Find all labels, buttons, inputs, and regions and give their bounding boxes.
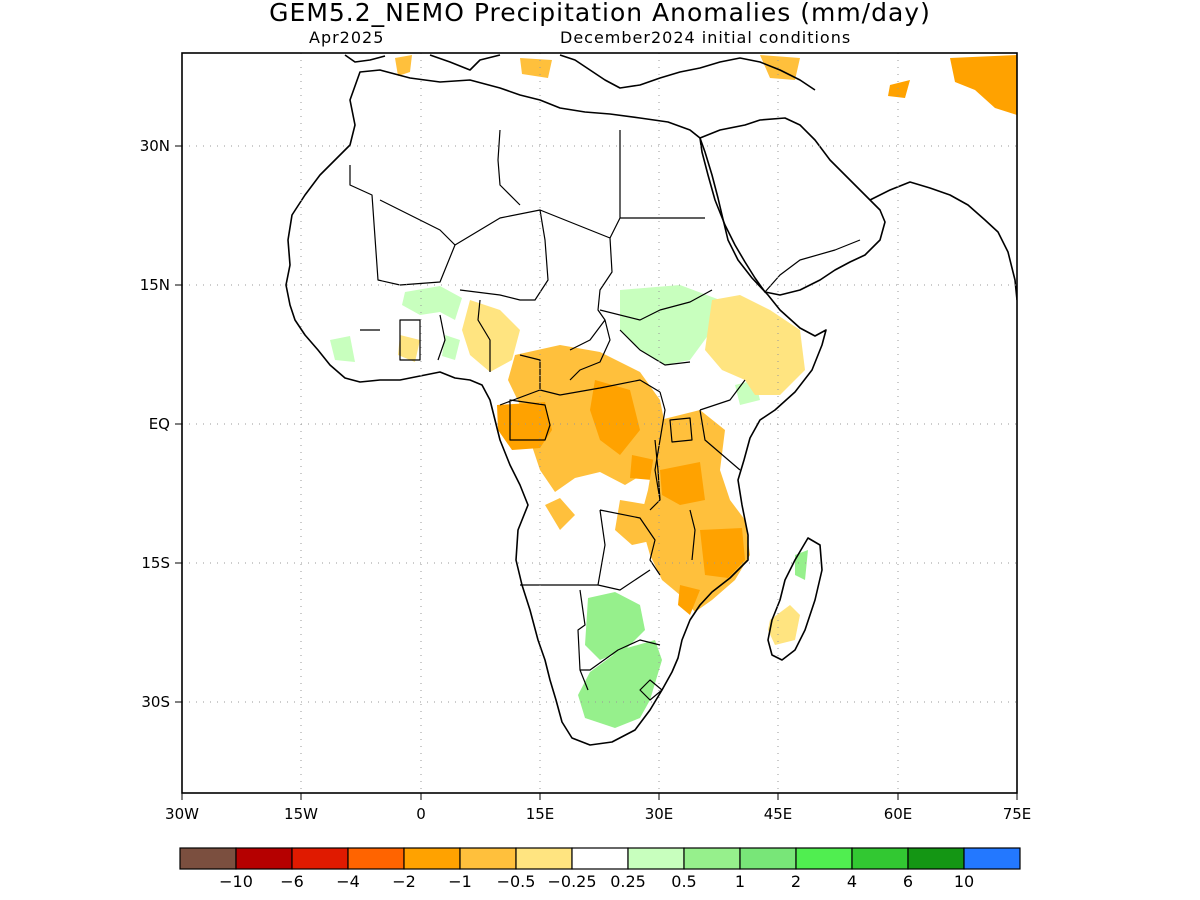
colorbar-label: −2 (392, 872, 416, 891)
y-tick-label: 30S (141, 693, 170, 711)
x-axis-labels: 30W 15W 0 15E 30E 45E 60E 75E (165, 805, 1031, 823)
y-tick-label: 15S (141, 554, 170, 572)
colorbar-swatch (739, 847, 797, 870)
colorbar-swatch (795, 847, 853, 870)
colorbar-swatch (179, 847, 237, 870)
colorbar-label: 2 (791, 872, 801, 891)
colorbar-label: −0.25 (547, 872, 596, 891)
colorbar-swatch (907, 847, 965, 870)
colorbar-swatch (963, 847, 1021, 870)
colorbar-label: 0.5 (671, 872, 696, 891)
colorbar-swatch (683, 847, 741, 870)
colorbar-label: −6 (280, 872, 304, 891)
colorbar-swatch (291, 847, 349, 870)
colorbar-label: 1 (735, 872, 745, 891)
europe-coastline (344, 54, 816, 91)
madagascar-coastline (767, 537, 823, 661)
colorbar-label: −10 (219, 872, 253, 891)
iran-orange (888, 55, 1017, 115)
gridlines (182, 53, 1017, 793)
arabia-coastline (699, 117, 886, 296)
y-tick-label: EQ (149, 415, 170, 433)
colorbar: −10 −6 −4 −2 −1 −0.5 −0.25 0.25 0.5 1 2 4 6 10 (179, 847, 1021, 891)
colorbar-label: 0.25 (610, 872, 646, 891)
nile-lake-outlines (654, 417, 696, 561)
west-sahel-green (330, 286, 462, 362)
ethiopia-yellow (705, 295, 805, 395)
forecast-month-label: Apr2025 (309, 28, 385, 47)
x-tick-label: 75E (1003, 805, 1032, 823)
x-tick-label: 30E (645, 805, 674, 823)
colorbar-label: 10 (954, 872, 974, 891)
colorbar-label: 6 (903, 872, 913, 891)
x-tick-label: 30W (165, 805, 199, 823)
colorbar-swatch (459, 847, 517, 870)
colorbar-label: 4 (847, 872, 857, 891)
colorbar-label: −0.5 (497, 872, 536, 891)
anomaly-layer (330, 55, 1017, 728)
x-tick-label: 60E (884, 805, 913, 823)
colorbar-label: −4 (336, 872, 360, 891)
colorbar-swatch (235, 847, 293, 870)
colorbar-label: −1 (448, 872, 472, 891)
colorbar-swatch (347, 847, 405, 870)
madagascar-yellow (768, 605, 800, 645)
colorbar-swatch (515, 847, 573, 870)
initial-conditions-label: December2024 initial conditions (560, 28, 852, 47)
asia-coastline (869, 181, 1017, 301)
colorbar-swatch (403, 847, 461, 870)
y-tick-label: 30N (140, 137, 170, 155)
y-axis-labels: 30N 15N EQ 15S 30S (140, 137, 170, 711)
y-tick-label: 15N (140, 276, 170, 294)
gabon-orange (497, 380, 655, 480)
x-tick-label: 15W (284, 805, 318, 823)
mozambique-orange (660, 462, 745, 615)
x-tick-label: 15E (526, 805, 555, 823)
colorbar-swatch (571, 847, 629, 870)
plot-frame (181, 52, 1018, 794)
southern-africa-green (578, 550, 808, 728)
sudan-green (620, 285, 760, 405)
x-tick-label: 45E (764, 805, 793, 823)
colorbar-swatch (627, 847, 685, 870)
x-tick-label: 0 (416, 805, 426, 823)
axis-ticks (175, 145, 1018, 800)
chart-title: GEM5.2_NEMO Precipitation Anomalies (mm/… (269, 0, 931, 27)
colorbar-swatch (851, 847, 909, 870)
